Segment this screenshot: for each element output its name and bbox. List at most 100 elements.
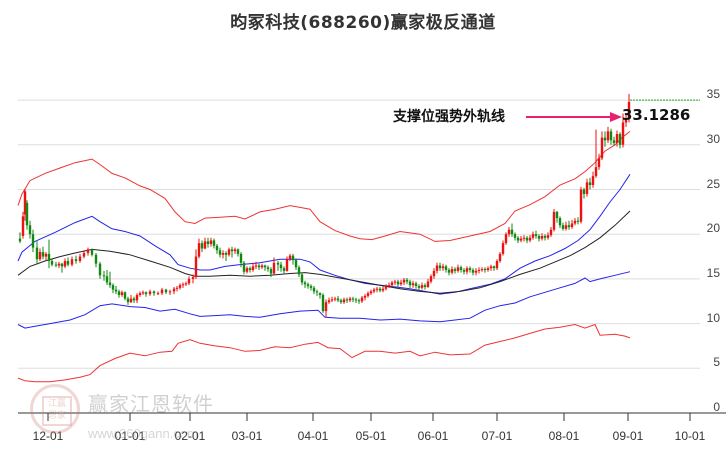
candle-body: [432, 270, 436, 277]
candle-body: [54, 264, 58, 266]
candle-body: [126, 298, 130, 303]
candle-body: [181, 284, 185, 286]
candle-body: [360, 297, 364, 302]
candle-body: [624, 117, 628, 123]
candle-body: [462, 269, 466, 272]
annotation-label: 支撑位强势外轨线: [393, 109, 505, 125]
candle-body: [447, 269, 451, 273]
candle-body: [236, 249, 240, 254]
chart-title: 昀冢科技(688260)赢家极反通道: [230, 13, 496, 33]
candle-body: [570, 223, 574, 228]
candle-body: [606, 131, 610, 141]
candle-body: [573, 220, 577, 224]
candle-body: [333, 298, 337, 300]
candle-body: [537, 235, 541, 239]
candle-body: [172, 288, 176, 292]
annotation-arrowhead-icon: [610, 112, 622, 122]
candle-body: [471, 269, 475, 273]
candle-body: [579, 189, 583, 222]
candle-body: [194, 256, 198, 278]
candle-body: [564, 225, 568, 229]
candle-body: [339, 300, 343, 303]
candle-body: [324, 302, 328, 312]
candle-body: [309, 286, 313, 288]
candle-body: [25, 202, 29, 226]
candle-body: [111, 285, 115, 290]
candle-body: [315, 291, 319, 293]
candle-body: [441, 266, 445, 269]
candle-body: [549, 229, 553, 236]
x-tick-label: 04-01: [297, 429, 329, 443]
candle-body: [621, 122, 625, 145]
y-tick-label: 25: [706, 176, 720, 191]
candle-body: [351, 298, 355, 300]
candle-body: [513, 234, 517, 238]
candle-body: [28, 225, 32, 235]
x-tick-label: 05-01: [355, 429, 387, 443]
candle-body: [402, 279, 406, 283]
lower-outer-band: [17, 323, 631, 383]
candle-body: [609, 131, 613, 141]
candle-body: [120, 292, 124, 295]
candle-body: [366, 293, 370, 296]
candle-body: [197, 243, 201, 257]
candle-body: [420, 285, 424, 288]
y-tick-label: 20: [706, 221, 720, 236]
candle-body: [41, 252, 45, 257]
candle-body: [227, 249, 231, 255]
candle-body: [175, 287, 179, 289]
candle-body: [345, 299, 349, 301]
candle-body: [522, 237, 526, 239]
candle-body: [288, 255, 292, 260]
candle-body: [233, 249, 237, 252]
candle-body: [612, 140, 616, 144]
candle-body: [251, 266, 255, 270]
candle-body: [209, 240, 213, 245]
y-tick-label: 30: [706, 131, 720, 146]
candle-body: [327, 300, 331, 303]
candle-body: [483, 269, 487, 271]
candle-body: [381, 288, 385, 291]
candle-body: [531, 234, 535, 238]
candle-body: [603, 137, 607, 141]
candle-body: [453, 269, 457, 271]
candle-body: [187, 278, 191, 284]
candle-body: [184, 283, 188, 285]
candle-body: [242, 262, 246, 272]
candle-body: [318, 293, 322, 295]
candle-body: [588, 182, 592, 186]
candle-body: [510, 229, 514, 235]
candle-body: [501, 243, 505, 254]
x-tick-label: 08-01: [548, 429, 580, 443]
x-tick-label: 10-01: [674, 429, 706, 443]
candle-body: [498, 253, 502, 262]
candle-body: [474, 270, 478, 273]
candle-body: [191, 277, 195, 279]
watermark-url: www.360gann.com: [88, 426, 198, 441]
candle-body: [254, 265, 258, 267]
candle-body: [70, 259, 74, 265]
candle-body: [567, 225, 571, 228]
candle-body: [348, 298, 352, 301]
candle-body: [164, 289, 168, 293]
candle-body: [489, 266, 493, 269]
candle-body: [576, 220, 580, 222]
candle-body: [23, 191, 27, 215]
watermark-seal-icon: 江赢恩家: [30, 384, 80, 434]
candle-body: [291, 255, 295, 261]
candle-body: [369, 291, 373, 294]
x-tick-label: 07-01: [481, 429, 513, 443]
y-tick-label: 10: [706, 310, 720, 325]
candle-body: [594, 167, 598, 177]
candle-body: [50, 261, 54, 265]
x-tick-label: 03-01: [231, 429, 263, 443]
candle-body: [387, 285, 391, 287]
candle-body: [132, 298, 136, 301]
candle-body: [300, 274, 304, 283]
candle-body: [144, 292, 148, 295]
candle-body: [444, 266, 448, 270]
candle-body: [47, 253, 51, 262]
candle-body: [297, 267, 301, 275]
candle-body: [417, 286, 421, 288]
